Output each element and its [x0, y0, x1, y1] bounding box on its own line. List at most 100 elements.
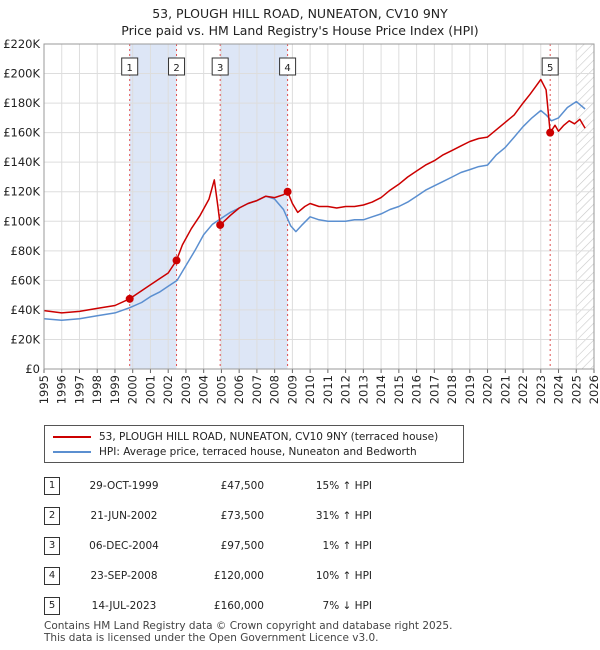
sale-date: 29-OCT-1999	[89, 480, 159, 492]
sale-marker-box	[121, 57, 139, 76]
x-tick-label: 2003	[179, 375, 193, 404]
chart-title-line1: 53, PLOUGH HILL ROAD, NUNEATON, CV10 9NY	[152, 6, 448, 21]
y-tick-label: £180K	[3, 96, 40, 110]
legend-swatch-property	[53, 436, 91, 438]
sale-number-badge: 3	[44, 537, 60, 555]
x-tick-label: 2020	[481, 375, 495, 404]
sale-point	[125, 294, 134, 303]
x-tick-label: 2011	[321, 375, 335, 404]
x-tick-label: 1995	[37, 375, 51, 404]
legend-label-property: 53, PLOUGH HILL ROAD, NUNEATON, CV10 9NY…	[99, 431, 439, 443]
x-tick-label: 1999	[108, 375, 122, 404]
x-tick-label: 2004	[197, 375, 211, 404]
footer-attribution: Contains HM Land Registry data © Crown c…	[44, 620, 453, 644]
sale-hpi-change: 10% ↑ HPI	[315, 570, 372, 582]
sale-price: £73,500	[220, 510, 264, 522]
sale-marker-label: 1	[127, 63, 133, 74]
sale-point	[283, 187, 292, 196]
x-tick-label: 2017	[427, 375, 441, 404]
x-tick-label: 2016	[410, 375, 424, 404]
x-tick-label: 2025	[569, 375, 583, 404]
sale-price: £97,500	[220, 540, 264, 552]
sale-row: 4 23-SEP-2008 £120,000 10% ↑ HPI	[44, 567, 464, 585]
sale-hpi-change: 15% ↑ HPI	[315, 480, 372, 492]
x-tick-label: 2000	[126, 375, 140, 404]
x-tick-label: 2012	[339, 375, 353, 404]
chart-title: 53, PLOUGH HILL ROAD, NUNEATON, CV10 9NY…	[0, 5, 600, 39]
sale-marker-label: 4	[284, 63, 290, 74]
chart-title-line2: Price paid vs. HM Land Registry's House …	[121, 23, 479, 38]
sale-point	[216, 220, 225, 229]
sale-hpi-change: 1% ↑ HPI	[322, 540, 372, 552]
y-tick-label: £140K	[3, 155, 40, 169]
y-tick-label: £60K	[11, 273, 41, 287]
plot-frame	[43, 43, 595, 370]
shaded-period	[220, 44, 288, 369]
x-tick-label: 2024	[552, 375, 566, 404]
sale-marker-label: 2	[173, 63, 179, 74]
sale-date: 06-DEC-2004	[89, 540, 159, 552]
sale-row: 5 14-JUL-2023 £160,000 7% ↓ HPI	[44, 597, 464, 615]
sale-date: 23-SEP-2008	[90, 570, 158, 582]
sale-number-badge: 1	[44, 477, 60, 495]
property-price-line	[44, 78, 586, 314]
sale-row: 1 29-OCT-1999 £47,500 15% ↑ HPI	[44, 477, 464, 495]
x-tick-label: 2010	[303, 375, 317, 404]
sale-number-badge: 5	[44, 597, 60, 615]
x-tick-label: 1996	[55, 375, 69, 404]
x-tick-label: 2002	[161, 375, 175, 404]
x-tick-label: 2023	[534, 375, 548, 404]
sale-number-badge: 2	[44, 507, 60, 525]
x-tick-label: 2007	[250, 375, 264, 404]
x-tick-label: 2026	[587, 375, 600, 404]
y-tick-label: £160K	[3, 126, 40, 140]
sale-marker-label: 5	[547, 63, 553, 74]
price-chart: 1 2 3 4 5 £0 £20K £40K £60K £80K £100K £120K £140K £…	[3, 37, 600, 404]
chart-legend: 53, PLOUGH HILL ROAD, NUNEATON, CV10 9NY…	[44, 425, 464, 463]
x-tick-label: 2013	[356, 375, 370, 404]
y-tick-label: £220K	[3, 37, 40, 51]
x-tick-label: 2019	[463, 375, 477, 404]
sale-hpi-change: 7% ↓ HPI	[322, 600, 372, 612]
hpi-line	[44, 100, 586, 322]
x-tick-label: 2015	[392, 375, 406, 404]
x-tick-label: 2022	[516, 375, 530, 404]
x-tick-label: 1997	[72, 375, 86, 404]
sale-marker-label: 3	[217, 63, 223, 74]
sale-row: 2 21-JUN-2002 £73,500 31% ↑ HPI	[44, 507, 464, 525]
y-tick-label: £200K	[3, 67, 40, 81]
sale-date: 14-JUL-2023	[91, 600, 157, 612]
sale-hpi-change: 31% ↑ HPI	[315, 510, 372, 522]
x-tick-label: 2005	[214, 375, 228, 404]
y-tick-label: £0	[25, 362, 40, 376]
sale-marker-box	[168, 57, 186, 76]
x-tick-label: 2006	[232, 375, 246, 404]
footer-line2: This data is licensed under the Open Gov…	[44, 631, 379, 644]
sale-date: 21-JUN-2002	[90, 510, 158, 522]
sale-row: 3 06-DEC-2004 £97,500 1% ↑ HPI	[44, 537, 464, 555]
y-tick-label: £20K	[11, 332, 41, 346]
y-tick-label: £40K	[11, 303, 41, 317]
sale-marker-box	[279, 57, 297, 76]
y-tick-label: £120K	[3, 185, 40, 199]
sale-marker-box	[541, 57, 559, 76]
x-tick-label: 2018	[445, 375, 459, 404]
x-tick-label: 1998	[90, 375, 104, 404]
x-tick-label: 2008	[268, 375, 282, 404]
sale-point	[172, 256, 181, 265]
sale-price: £120,000	[213, 570, 264, 582]
sale-marker-box	[211, 57, 229, 76]
sale-price: £47,500	[220, 480, 264, 492]
sale-point	[546, 128, 555, 137]
x-tick-label: 2014	[374, 375, 388, 404]
footer-line1: Contains HM Land Registry data © Crown c…	[44, 620, 453, 632]
x-tick-label: 2001	[143, 375, 157, 404]
sale-price: £160,000	[213, 600, 264, 612]
y-tick-label: £100K	[3, 214, 40, 228]
x-tick-label: 2009	[285, 375, 299, 404]
sale-number-badge: 4	[44, 567, 60, 585]
shaded-period	[129, 44, 177, 369]
y-tick-label: £80K	[11, 244, 41, 258]
forecast-hatch	[576, 44, 594, 369]
x-tick-label: 2021	[498, 375, 512, 404]
